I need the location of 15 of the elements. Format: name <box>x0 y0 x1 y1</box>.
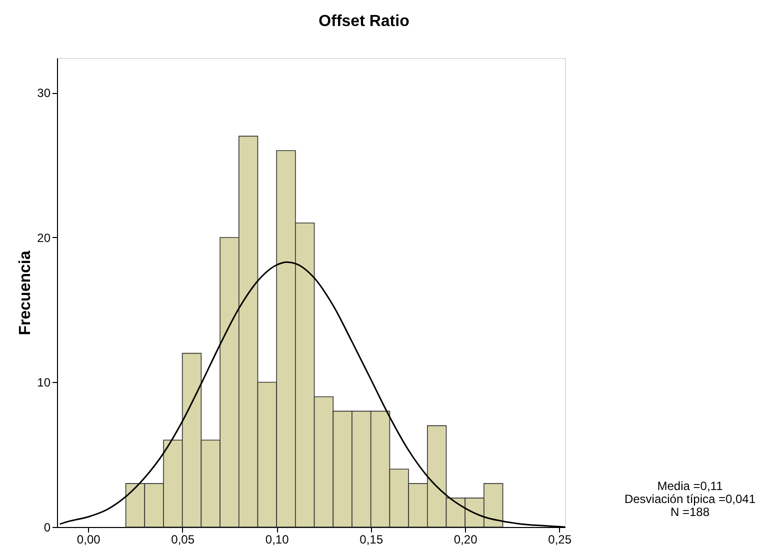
x-tick-label: 0,10 <box>265 532 290 546</box>
x-tick-label: 0,05 <box>171 532 195 546</box>
y-tick-label: 0 <box>44 520 51 534</box>
x-tick-label: 0,00 <box>76 532 101 546</box>
y-tick-label: 20 <box>37 230 51 245</box>
y-axis-title: Frecuencia <box>17 250 34 336</box>
text: Desviación típica =0,041 <box>624 492 756 506</box>
text: Media =0,11 <box>657 479 724 493</box>
x-tick-label: 0,25 <box>548 532 572 546</box>
y-tick-label: 10 <box>37 376 51 390</box>
x-tick-label: 0,15 <box>360 532 384 546</box>
y-tick-label: 30 <box>37 86 51 100</box>
x-tick-label: 0,20 <box>454 532 478 546</box>
chart-title: Offset Ratio <box>318 13 410 30</box>
text: N =188 <box>670 505 710 519</box>
